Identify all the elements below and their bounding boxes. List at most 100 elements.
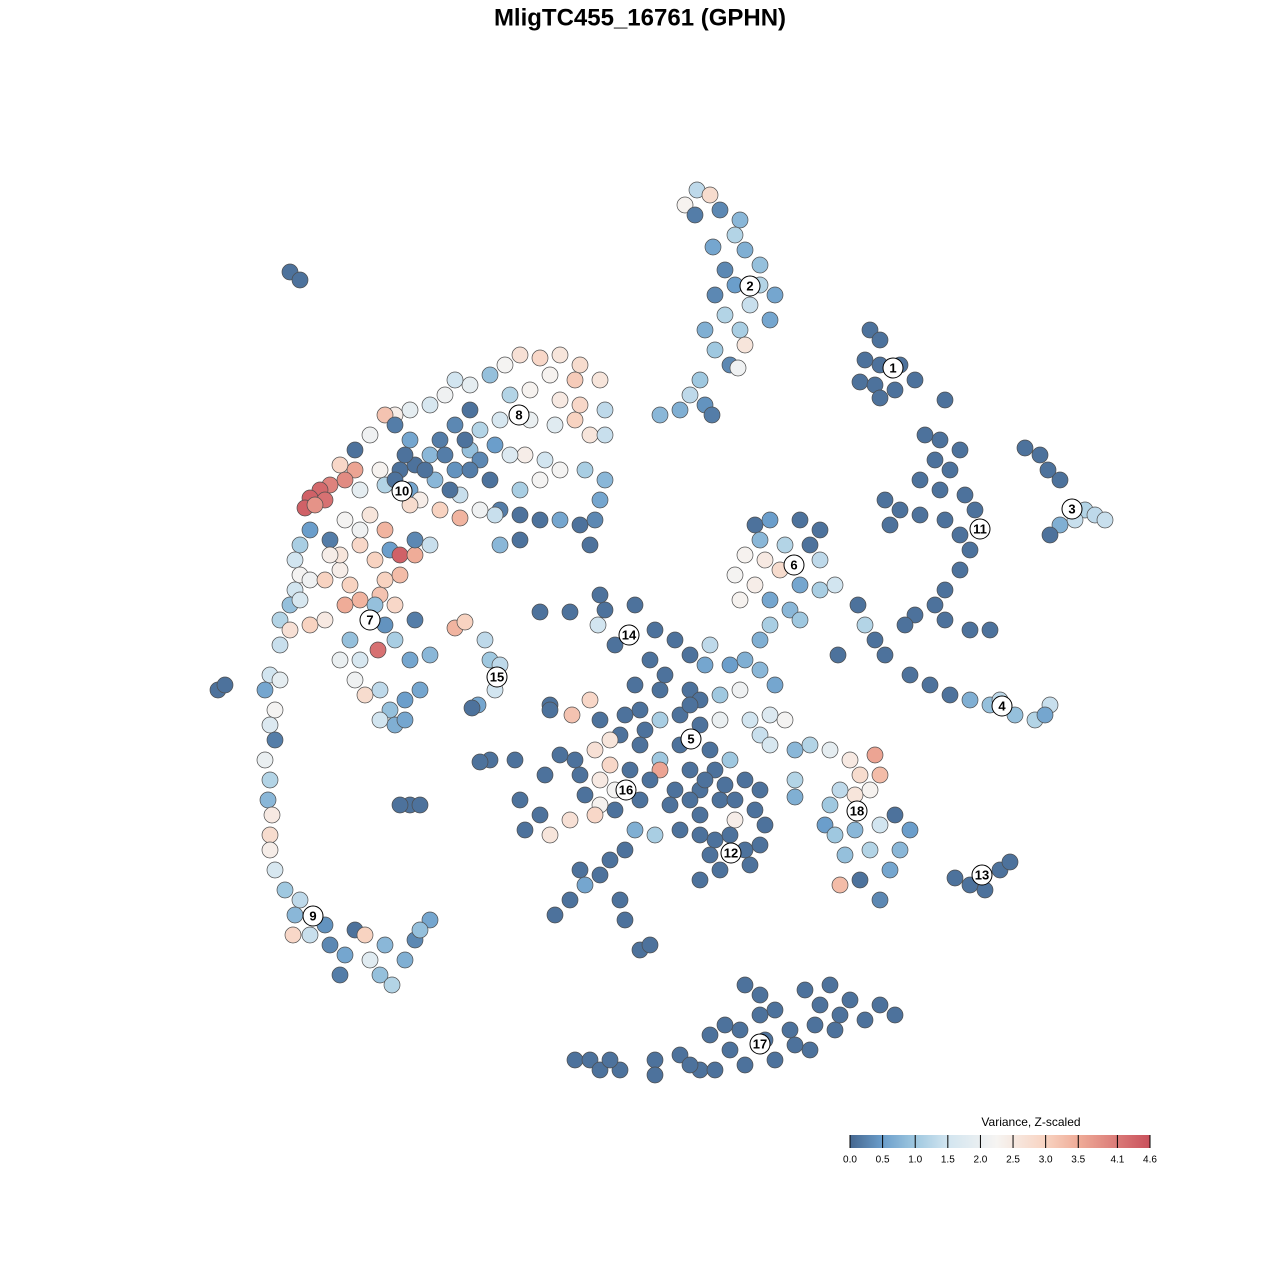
- point: [926, 451, 944, 469]
- point: [761, 311, 779, 329]
- point: [351, 651, 369, 669]
- point: [506, 751, 524, 769]
- cluster-label: 11: [973, 521, 987, 536]
- point: [451, 509, 469, 527]
- point: [371, 681, 389, 699]
- point: [681, 791, 699, 809]
- point: [346, 461, 364, 479]
- cluster-badge: [720, 842, 742, 864]
- point: [446, 416, 464, 434]
- point: [911, 471, 929, 489]
- color-tick-label: 3.0: [1039, 1155, 1053, 1166]
- point: [491, 411, 509, 429]
- point: [396, 951, 414, 969]
- point: [501, 446, 519, 464]
- point: [571, 766, 589, 784]
- point: [626, 821, 644, 839]
- point: [829, 646, 847, 664]
- point: [811, 551, 829, 569]
- point: [601, 851, 619, 869]
- point: [671, 706, 689, 724]
- point: [276, 881, 294, 899]
- point: [1051, 516, 1069, 534]
- point: [471, 753, 489, 771]
- point: [871, 891, 889, 909]
- cluster-badge: [969, 518, 991, 540]
- point: [751, 726, 769, 744]
- point: [741, 711, 759, 729]
- point: [531, 349, 549, 367]
- point: [536, 451, 554, 469]
- point: [911, 506, 929, 524]
- point: [691, 371, 709, 389]
- point: [786, 788, 804, 806]
- point: [821, 796, 839, 814]
- point: [284, 926, 302, 944]
- cluster-badge: [615, 779, 637, 801]
- point: [716, 306, 734, 324]
- point: [626, 596, 644, 614]
- point: [441, 481, 459, 499]
- cluster-badge: [680, 728, 702, 750]
- point: [471, 501, 489, 519]
- point: [1039, 461, 1057, 479]
- point: [671, 821, 689, 839]
- point: [856, 616, 874, 634]
- point: [636, 721, 654, 739]
- point: [736, 771, 754, 789]
- point: [726, 791, 744, 809]
- point: [336, 596, 354, 614]
- cluster-label: 14: [622, 627, 637, 642]
- point: [546, 906, 564, 924]
- point: [346, 671, 364, 689]
- point: [921, 676, 939, 694]
- point: [616, 911, 634, 929]
- point: [871, 766, 889, 784]
- point: [571, 516, 589, 534]
- point: [536, 766, 554, 784]
- color-tick-label: 1.5: [941, 1155, 955, 1166]
- point: [321, 531, 339, 549]
- point: [321, 936, 339, 954]
- point: [581, 691, 599, 709]
- cluster-badge: [991, 695, 1013, 717]
- point: [701, 741, 719, 759]
- point: [351, 521, 369, 539]
- point: [736, 336, 754, 354]
- point: [446, 461, 464, 479]
- point: [411, 921, 429, 939]
- point: [956, 486, 974, 504]
- point: [551, 391, 569, 409]
- point: [856, 1011, 874, 1029]
- point: [581, 536, 599, 554]
- color-bar: [850, 1135, 1150, 1148]
- point: [421, 396, 439, 414]
- point: [946, 869, 964, 887]
- point: [271, 636, 289, 654]
- point: [701, 636, 719, 654]
- point: [446, 371, 464, 389]
- point: [566, 751, 584, 769]
- point: [541, 366, 559, 384]
- point: [381, 701, 399, 719]
- cluster-badge: [302, 905, 324, 927]
- point: [731, 591, 749, 609]
- point: [931, 431, 949, 449]
- point: [571, 861, 589, 879]
- point: [336, 471, 354, 489]
- point: [463, 699, 481, 717]
- point: [261, 826, 279, 844]
- point: [706, 761, 724, 779]
- cluster-label: 3: [1068, 501, 1075, 516]
- point: [1031, 446, 1049, 464]
- point: [261, 716, 279, 734]
- point: [566, 1051, 584, 1069]
- point: [811, 581, 829, 599]
- point: [321, 546, 339, 564]
- point: [601, 1051, 619, 1069]
- cluster-badge: [846, 800, 868, 822]
- points: [209, 181, 1114, 1084]
- point: [721, 751, 739, 769]
- point: [881, 516, 899, 534]
- point: [571, 356, 589, 374]
